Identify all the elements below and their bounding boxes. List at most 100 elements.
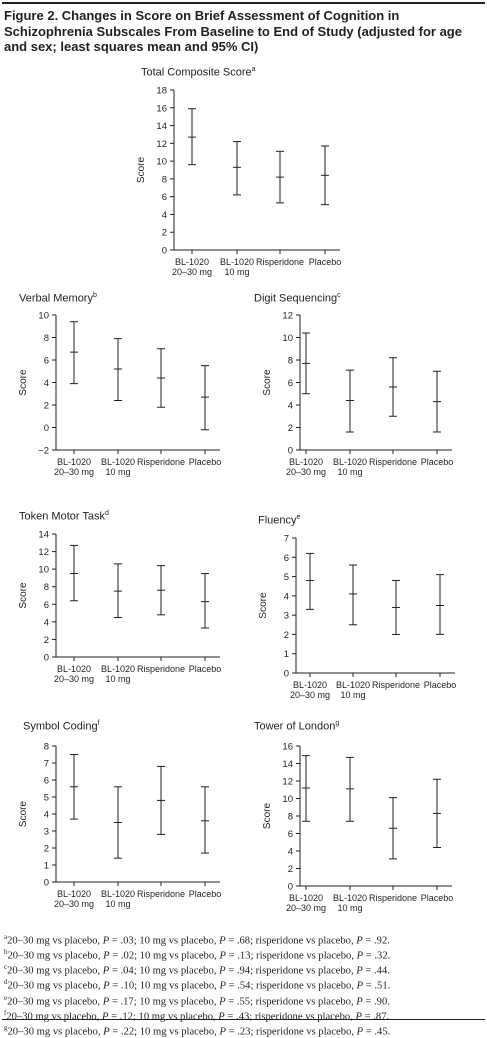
x-tick-label: 20–30 mg xyxy=(172,267,212,277)
panel-title-text: Token Motor Task xyxy=(19,510,106,523)
p-symbol: P xyxy=(356,965,363,977)
y-tick-label: 3 xyxy=(284,611,289,622)
footnote-mark: f xyxy=(97,720,100,727)
x-tick-label: BL-1020 xyxy=(220,257,254,267)
footnote-mark: e xyxy=(4,993,8,1002)
footnote-mark: b xyxy=(92,292,97,299)
y-tick-label: 4 xyxy=(284,591,289,602)
p-symbol: P xyxy=(356,935,363,947)
x-tick-label: BL-1020 xyxy=(289,893,323,903)
x-tick-label: Risperidone xyxy=(372,680,420,690)
y-tick-label: 0 xyxy=(162,246,167,257)
x-tick-label: 20–30 mg xyxy=(54,467,94,477)
p-symbol: P xyxy=(219,950,226,962)
y-tick-label: 4 xyxy=(44,617,49,628)
x-tick-label: Placebo xyxy=(189,457,222,467)
y-tick-label: 8 xyxy=(44,333,49,344)
p-symbol: P xyxy=(101,1011,109,1023)
y-tick-label: 4 xyxy=(44,378,49,389)
p-symbol: P xyxy=(219,980,226,992)
footnote-mark: c xyxy=(4,963,8,972)
p-symbol: P xyxy=(219,996,226,1008)
panel-title-text: Tower of London xyxy=(254,720,336,733)
y-tick-label: 18 xyxy=(156,86,167,97)
x-tick-label: 10 mg xyxy=(337,467,362,477)
y-tick-label: 4 xyxy=(162,210,167,221)
footnote-a: a20–30 mg vs placebo, P = .03; 10 mg vs … xyxy=(4,933,390,947)
x-tick-label: BL-1020 xyxy=(175,257,209,267)
y-tick-label: 8 xyxy=(162,174,167,185)
y-tick-label: 0 xyxy=(284,669,289,680)
footnote-mark: d xyxy=(105,510,109,517)
y-axis-label: Score xyxy=(18,369,29,396)
y-tick-label: 8 xyxy=(288,356,293,367)
y-axis-label: Score xyxy=(262,803,273,830)
x-tick-label: 20–30 mg xyxy=(54,899,94,909)
panel-title-text: Fluency xyxy=(258,514,297,527)
x-tick-label: 20–30 mg xyxy=(286,903,326,913)
panel-title-fluency: Fluencye xyxy=(258,514,300,527)
x-tick-label: BL-1020 xyxy=(57,664,91,674)
y-tick-label: 1 xyxy=(44,861,49,872)
x-tick-label: BL-1020 xyxy=(57,889,91,899)
footnote-mark: f xyxy=(4,1008,7,1017)
y-tick-label: 12 xyxy=(282,777,293,788)
footnote-b: b20–30 mg vs placebo, P = .02; 10 mg vs … xyxy=(4,948,391,962)
y-axis-label: Score xyxy=(136,157,147,184)
x-tick-label: Placebo xyxy=(309,257,342,267)
x-tick-label: Placebo xyxy=(421,893,454,903)
x-tick-label: Placebo xyxy=(421,457,454,467)
x-tick-label: BL-1020 xyxy=(289,457,323,467)
x-tick-label: BL-1020 xyxy=(336,680,370,690)
y-tick-label: 7 xyxy=(44,759,49,770)
panel-title-verbal-memory: Verbal Memoryb xyxy=(19,292,97,305)
p-symbol: P xyxy=(102,935,110,947)
x-tick-label: 10 mg xyxy=(340,690,365,700)
x-tick-label: Risperidone xyxy=(137,889,185,899)
panel-title-digit-sequencing: Digit Sequencingc xyxy=(254,292,341,305)
p-symbol: P xyxy=(219,965,226,977)
footnote-mark: g xyxy=(335,720,340,727)
figure-title: Figure 2. Changes in Score on Brief Asse… xyxy=(4,8,462,54)
y-tick-label: 6 xyxy=(288,378,293,389)
y-tick-label: 6 xyxy=(284,553,289,564)
footnotes: a20–30 mg vs placebo, P = .03; 10 mg vs … xyxy=(4,932,482,1038)
y-tick-label: 8 xyxy=(44,742,49,753)
p-symbol: P xyxy=(103,980,110,992)
y-tick-label: 2 xyxy=(44,401,49,412)
footnote-e: e20–30 mg vs placebo, P = .17; 10 mg vs … xyxy=(4,993,390,1008)
x-tick-label: BL-1020 xyxy=(333,893,367,903)
x-tick-label: Risperidone xyxy=(369,893,417,903)
y-tick-label: 6 xyxy=(288,829,293,840)
y-tick-label: 2 xyxy=(288,423,293,434)
x-tick-label: 20–30 mg xyxy=(54,674,94,684)
y-tick-label: 10 xyxy=(156,157,167,168)
x-tick-label: Placebo xyxy=(424,680,457,690)
y-tick-label: 2 xyxy=(162,228,167,239)
y-tick-label: 3 xyxy=(44,827,49,838)
x-tick-label: BL-1020 xyxy=(293,680,327,690)
y-axis-label: Score xyxy=(262,369,273,396)
y-tick-label: 2 xyxy=(44,635,49,646)
x-tick-label: BL-1020 xyxy=(57,457,91,467)
p-symbol: P xyxy=(355,1011,362,1023)
footnote-mark: b xyxy=(4,948,8,957)
y-tick-label: 2 xyxy=(288,864,293,875)
y-tick-label: 10 xyxy=(38,565,49,576)
p-symbol: P xyxy=(103,1026,110,1038)
footnote-d: d20–30 mg vs placebo, P = .10; 10 mg vs … xyxy=(4,978,391,992)
x-tick-label: 10 mg xyxy=(224,267,249,277)
y-tick-label: 5 xyxy=(284,572,289,583)
footnote-mark: c xyxy=(337,292,341,299)
p-symbol: P xyxy=(102,996,110,1008)
footnote-mark: g xyxy=(4,1023,8,1032)
y-tick-label: 5 xyxy=(44,793,49,804)
footnote-mark: d xyxy=(4,978,8,987)
y-tick-label: 16 xyxy=(282,742,293,753)
